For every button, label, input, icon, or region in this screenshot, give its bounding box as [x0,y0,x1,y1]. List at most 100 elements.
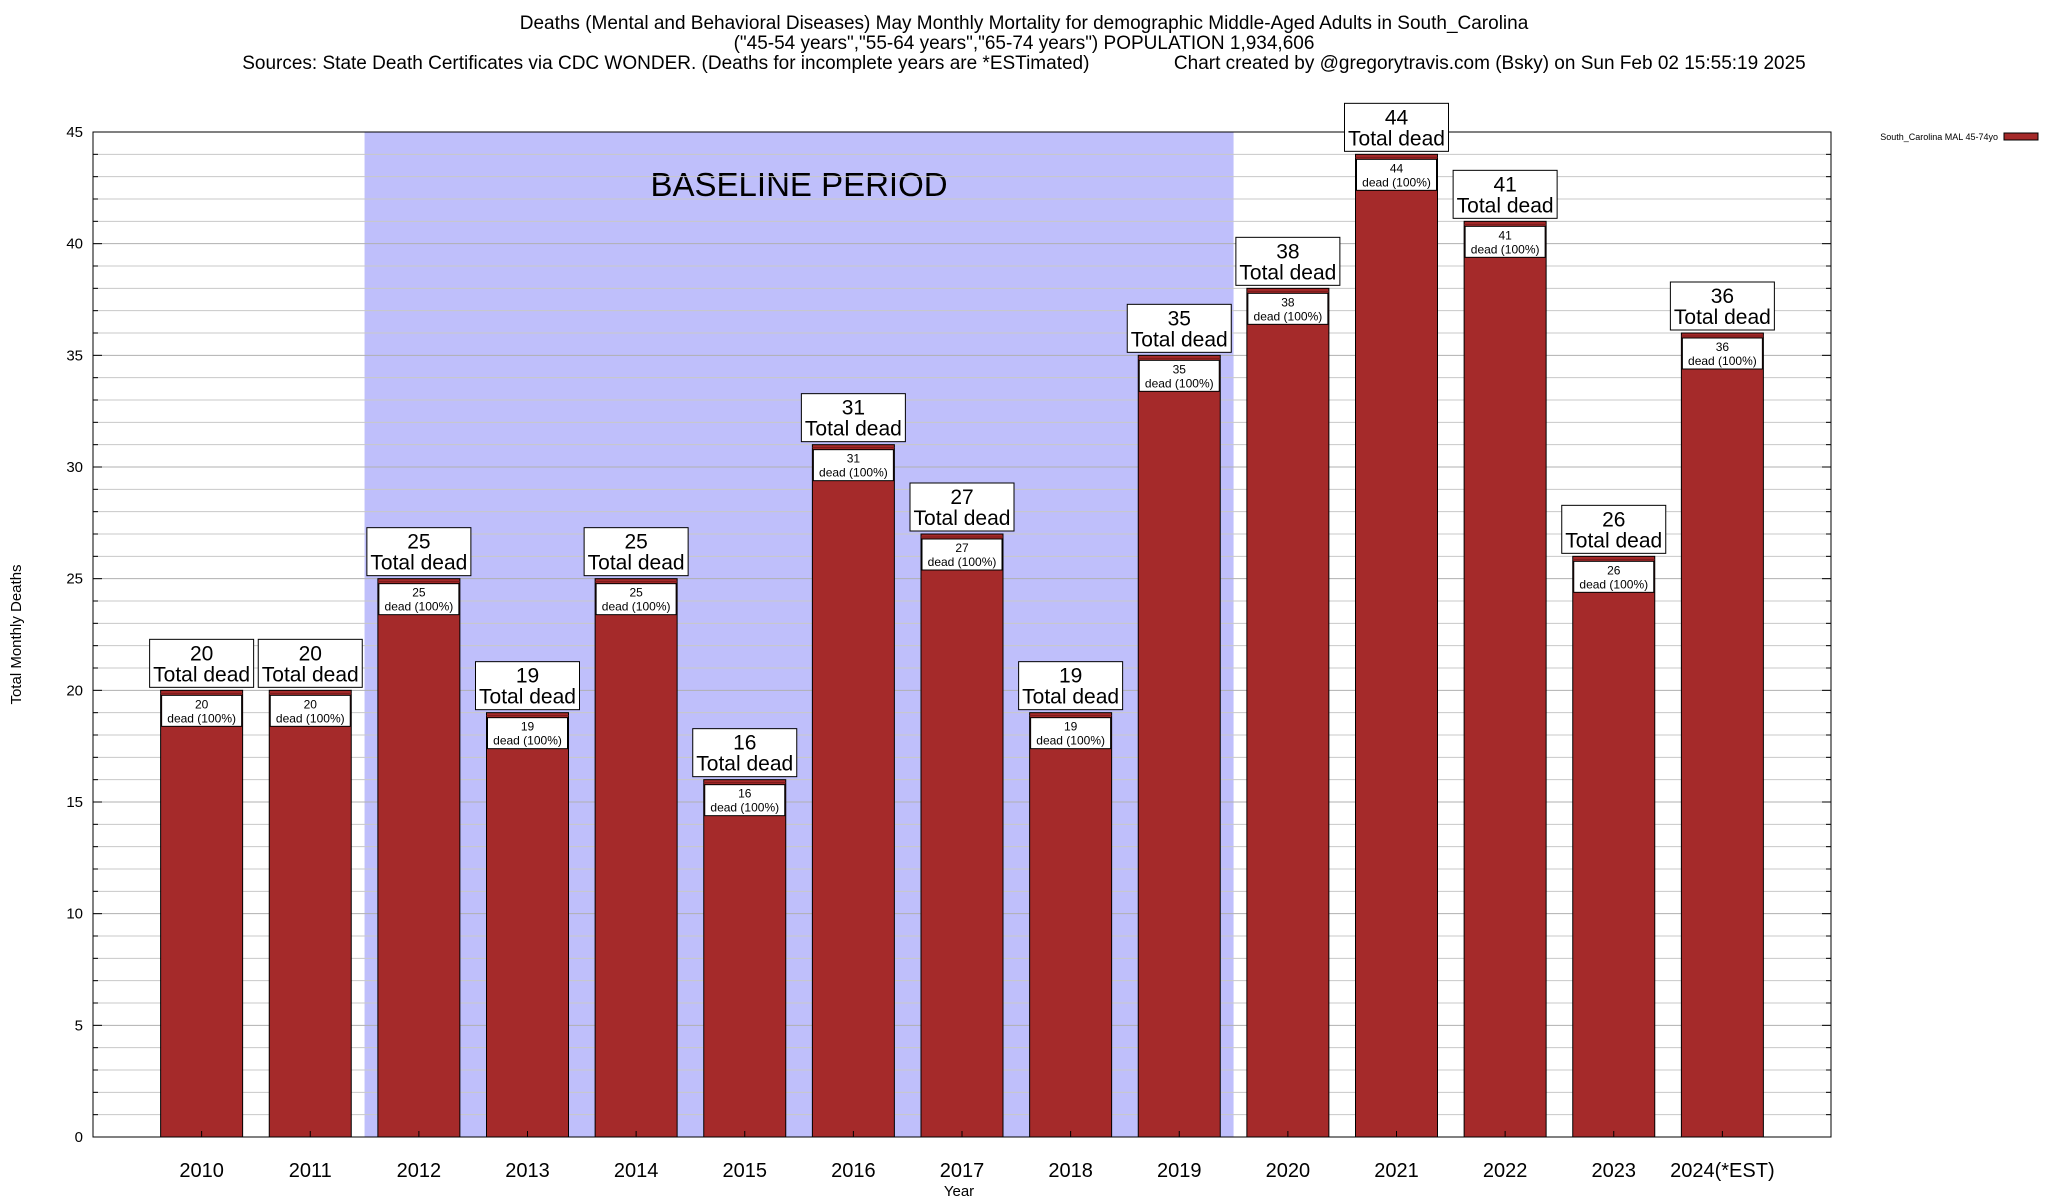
segment-label-box [1464,225,1546,258]
total-value-label: 25 [624,531,647,554]
segment-label-box [595,583,677,616]
chart-sources-line: Sources: State Death Certificates via CD… [0,54,2048,74]
bar [268,689,352,1138]
total-label-box [366,527,472,577]
segment-value-label: 16 [738,787,752,801]
total-label-box [1235,236,1341,286]
total-text-label: Total dead [588,552,685,575]
x-tick-label: 2016 [831,1160,876,1182]
segment-pct-label: dead (100%) [385,600,454,614]
total-text-label: Total dead [1022,686,1119,709]
y-tick-label: 15 [66,794,83,811]
total-value-label: 25 [407,531,430,554]
segment-label-box [1573,560,1655,593]
segment-value-label: 20 [304,697,318,711]
total-text-label: Total dead [1565,529,1662,552]
y-tick-label: 5 [75,1017,83,1034]
y-tick-label: 10 [66,906,83,923]
segment-label-box [1356,158,1437,191]
x-tick-label: 2020 [1266,1160,1311,1182]
segment-value-label: 20 [195,697,209,711]
total-value-label: 38 [1276,240,1299,263]
x-tick-label: 2023 [1592,1160,1637,1182]
x-tick-label: 2018 [1048,1160,1093,1182]
total-text-label: Total dead [805,418,902,441]
segment-pct-label: dead (100%) [710,801,779,815]
y-tick-label: 40 [66,236,83,253]
total-value-label: 16 [733,732,756,755]
segment-value-label: 19 [521,720,535,734]
total-text-label: Total dead [1457,194,1554,217]
total-label-box [1669,281,1775,331]
total-label-box [583,527,689,577]
segment-pct-label: dead (100%) [167,711,236,725]
bar [1029,712,1113,1138]
bar [1137,354,1221,1138]
segment-label-box [1681,337,1763,370]
x-tick-label: 2010 [179,1160,224,1182]
y-tick-label: 30 [66,459,83,476]
segment-label-box [1138,359,1220,392]
total-text-label: Total dead [1348,127,1445,150]
segment-pct-label: dead (100%) [1579,577,1648,591]
x-tick-label: 2021 [1374,1160,1419,1182]
total-label-box [1561,504,1667,554]
total-label-box [1452,169,1558,219]
bar [1246,287,1330,1138]
y-tick-label: 20 [66,682,83,699]
chart-title: Deaths (Mental and Behavioral Diseases) … [519,13,1529,34]
bar [160,689,244,1138]
segment-label-box [812,449,894,482]
segment-label-box [269,694,351,727]
bar [486,712,569,1138]
total-text-label: Total dead [479,686,576,709]
y-axis-title: Total Monthly Deaths [8,564,25,704]
total-value-label: 20 [299,642,322,665]
segment-value-label: 31 [847,452,861,466]
y-tick-label: 35 [66,347,83,364]
x-tick-label: 2015 [723,1160,768,1182]
segment-label-box [921,538,1003,571]
total-text-label: Total dead [696,753,793,776]
bar [920,533,1004,1138]
total-text-label: Total dead [370,552,467,575]
legend-series-name: South_Carolina MAL 45-74yo [1880,132,1998,142]
baseline-period-label: BASELINE PERIOD [651,166,948,203]
segment-value-label: 25 [629,586,643,600]
total-text-label: Total dead [914,507,1011,530]
bar [1355,153,1438,1138]
total-value-label: 36 [1711,285,1734,308]
total-label-box [1126,303,1232,353]
total-value-label: 26 [1602,508,1625,531]
bar [703,779,787,1138]
segment-value-label: 26 [1607,563,1621,577]
x-tick-label: 2022 [1483,1160,1528,1182]
chart-header: Deaths (Mental and Behavioral Diseases) … [0,14,2048,74]
segment-pct-label: dead (100%) [1036,734,1105,748]
segment-label-box [704,784,786,817]
total-value-label: 19 [1059,665,1082,688]
segment-label-box [1247,292,1329,325]
x-tick-label: 2017 [940,1160,985,1182]
bar [1463,220,1547,1138]
segment-pct-label: dead (100%) [1471,242,1540,256]
y-tick-label: 45 [66,124,83,141]
y-tick-label: 25 [66,571,83,588]
segment-value-label: 35 [1173,362,1187,376]
total-label-box [692,728,798,778]
total-value-label: 19 [516,665,539,688]
chart-credit: Chart created by @gregorytravis.com (Bsk… [1173,53,1806,74]
segment-value-label: 27 [955,541,969,555]
segment-value-label: 38 [1281,295,1295,309]
bar [1572,555,1656,1138]
segment-value-label: 36 [1716,340,1730,354]
